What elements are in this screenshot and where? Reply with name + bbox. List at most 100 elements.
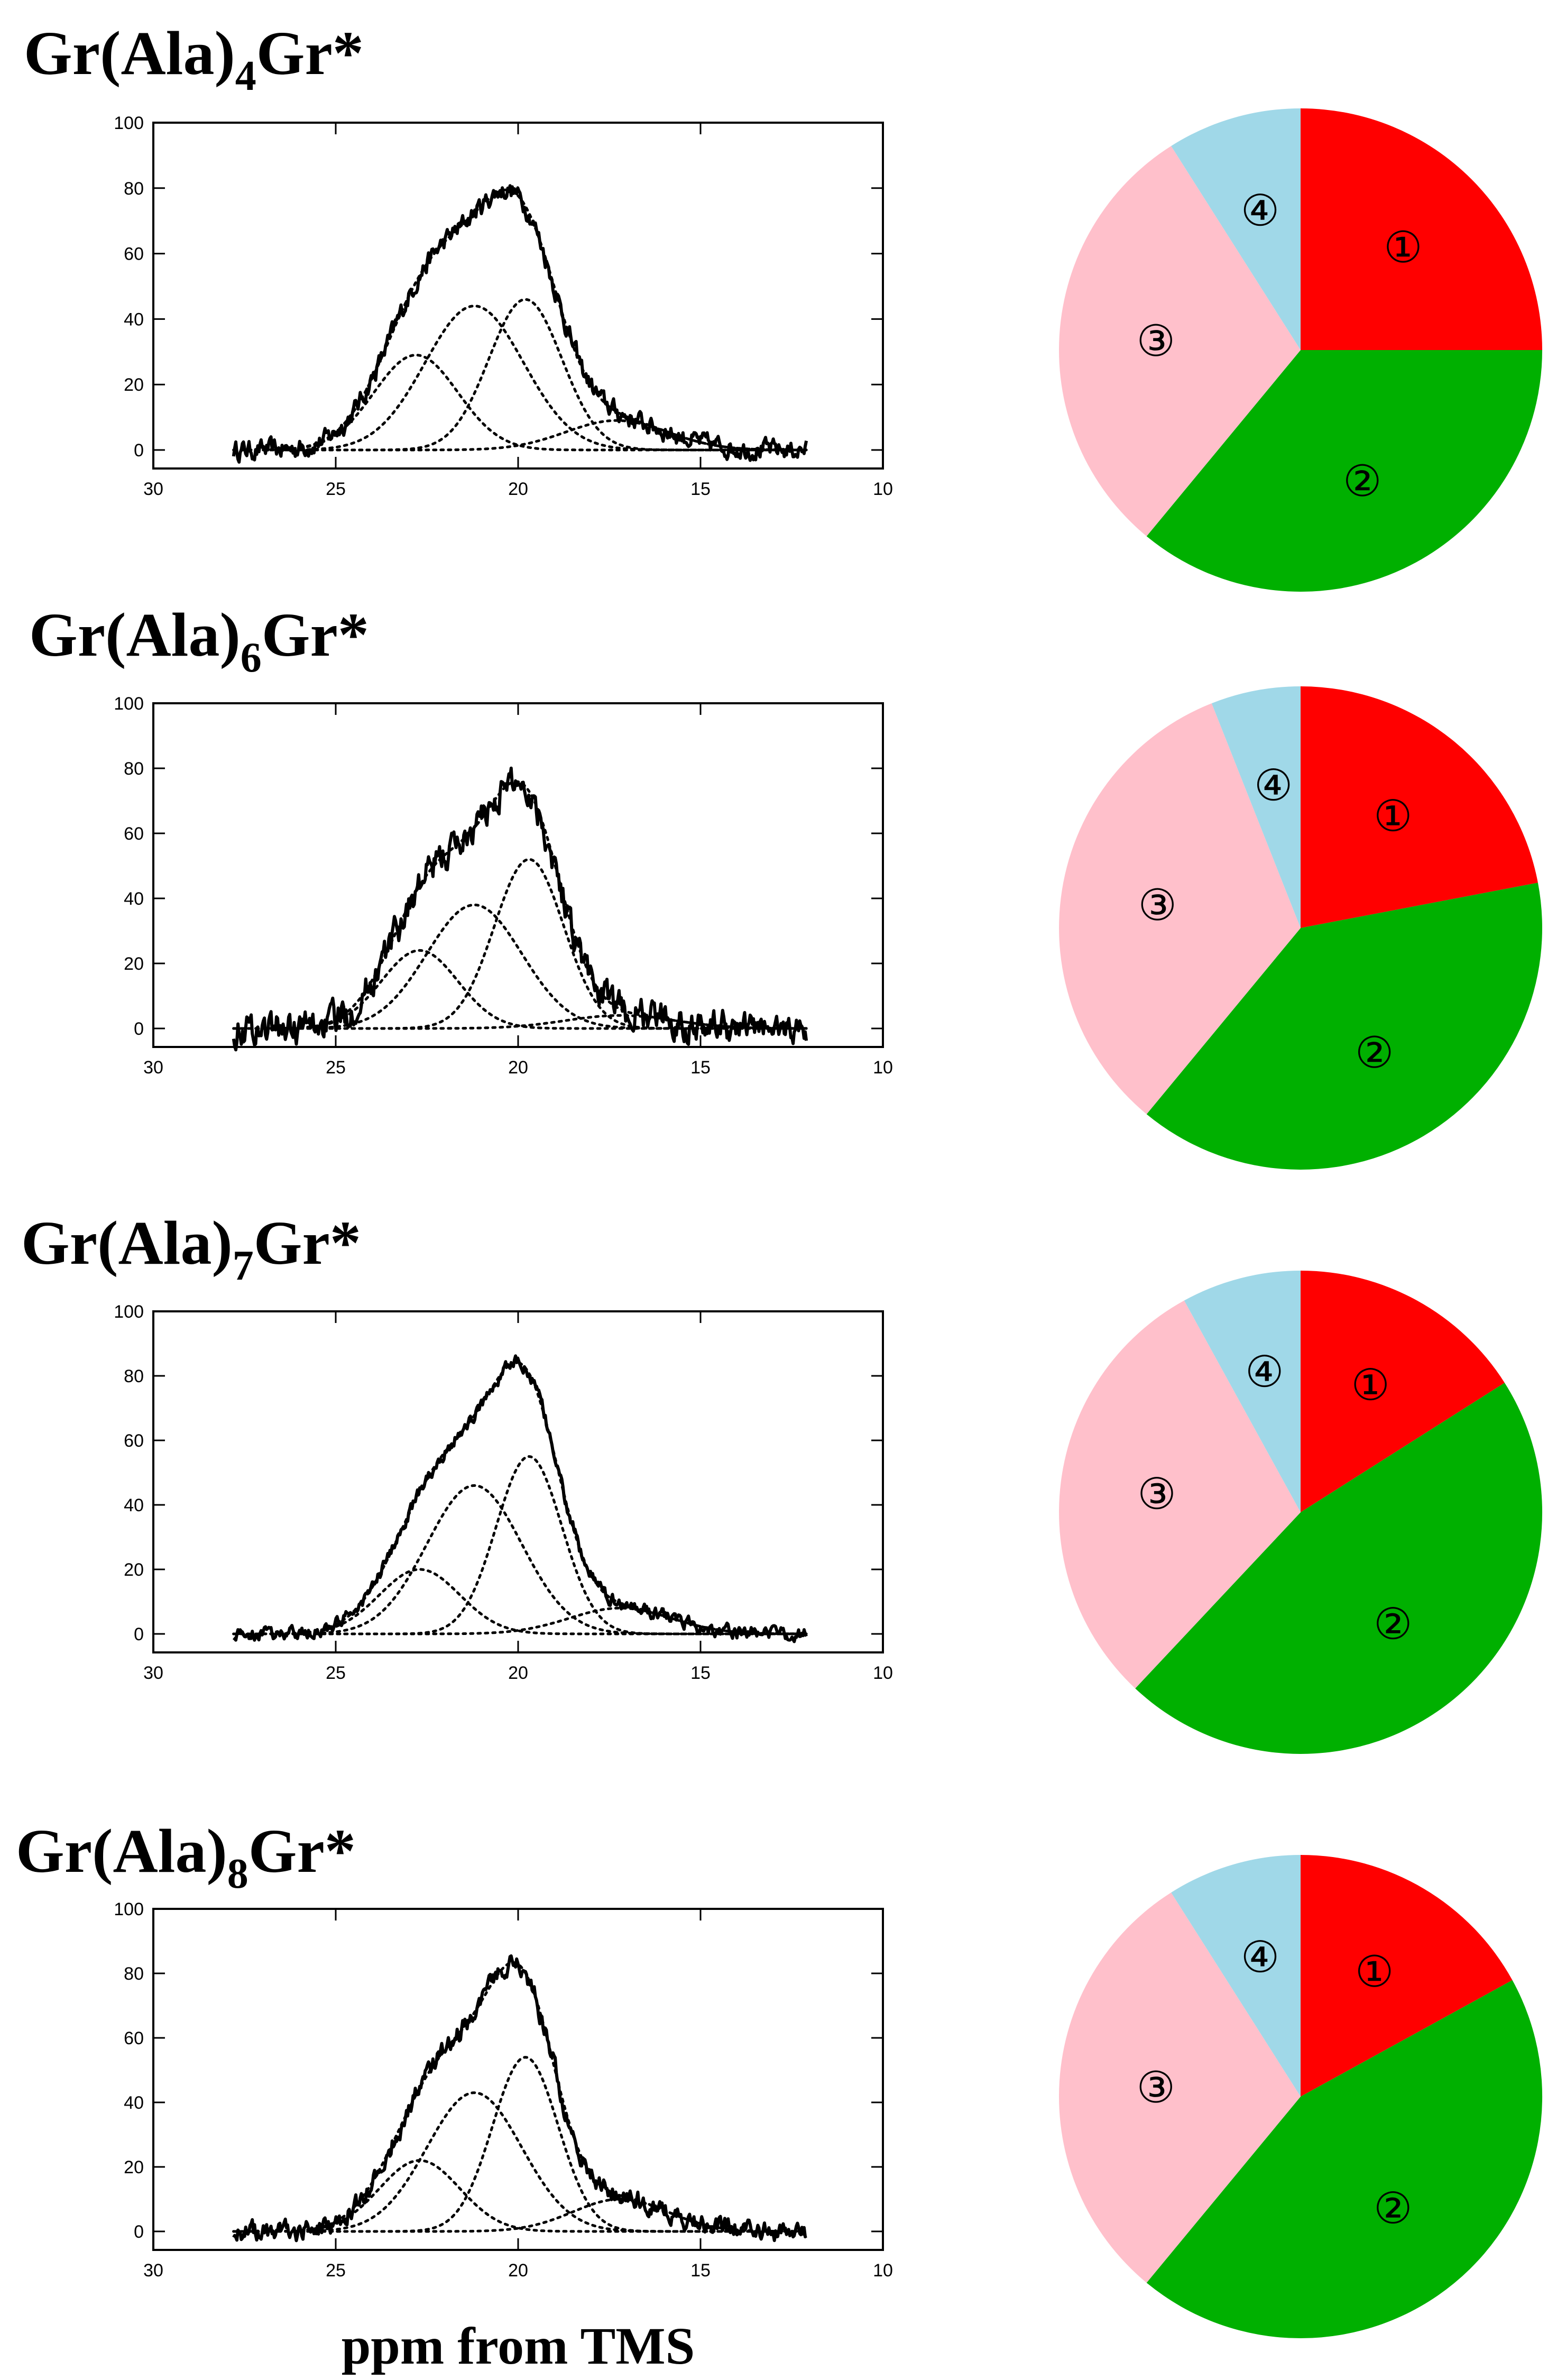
panel-title: Gr(Ala)4Gr* xyxy=(24,19,364,99)
x-tick-label: 20 xyxy=(508,1058,528,1078)
pie-label-3: ③ xyxy=(1137,1469,1176,1520)
pie-label-3: ③ xyxy=(1137,2063,1176,2113)
pie-slice-1 xyxy=(1301,686,1538,928)
chart-panel: Gr(Ala)8Gr* 0 20 40 60 80 100 30 25 20 15 10 ① ② ③ ④ xyxy=(16,1816,1543,2339)
title-subscript: 6 xyxy=(241,635,262,681)
pie-slice-1 xyxy=(1301,108,1542,350)
y-tick-label: 80 xyxy=(124,759,144,779)
y-tick-label: 80 xyxy=(124,179,144,199)
y-tick-label: 80 xyxy=(124,1964,144,1984)
pie-label-4: ④ xyxy=(1245,1347,1284,1397)
title-prefix: Gr(Ala) xyxy=(21,1208,233,1278)
spectrum-line xyxy=(232,184,808,464)
x-tick-label: 10 xyxy=(873,479,893,499)
y-tick-label: 40 xyxy=(124,309,144,329)
y-tick-label: 20 xyxy=(124,1560,144,1580)
pie-label-4: ④ xyxy=(1254,761,1293,811)
y-tick-label: 0 xyxy=(134,440,144,461)
y-tick-label: 20 xyxy=(124,375,144,395)
x-tick-label: 30 xyxy=(143,479,163,499)
y-tick-label: 100 xyxy=(114,113,144,133)
pie-label-4: ④ xyxy=(1241,1933,1280,1983)
y-tick-label: 0 xyxy=(134,2222,144,2242)
y-tick-label: 0 xyxy=(134,1624,144,1644)
spectrum-line xyxy=(232,1354,808,1643)
pie-slice-4 xyxy=(1184,1271,1301,1512)
x-tick-label: 25 xyxy=(326,479,346,499)
pie-slice-2 xyxy=(1135,1383,1543,1754)
y-tick-label: 60 xyxy=(124,2028,144,2048)
y-tick-label: 40 xyxy=(124,1495,144,1515)
x-tick-label: 25 xyxy=(326,2260,346,2281)
x-tick-label: 15 xyxy=(690,2260,711,2281)
pie-slice-1 xyxy=(1301,1271,1505,1512)
pie-label-4: ④ xyxy=(1241,186,1280,236)
x-tick-label: 10 xyxy=(873,1663,893,1683)
y-tick-label: 20 xyxy=(124,2157,144,2177)
x-tick-label: 15 xyxy=(690,1663,711,1683)
title-subscript: 7 xyxy=(233,1243,254,1289)
x-tick-label: 15 xyxy=(690,479,711,499)
fit-peak-4 xyxy=(232,1014,808,1030)
pie-slice-3 xyxy=(1059,1300,1301,1689)
title-subscript: 4 xyxy=(235,53,256,99)
pie-slice-2 xyxy=(1146,350,1542,592)
x-tick-label: 30 xyxy=(143,2260,163,2281)
y-tick-label: 80 xyxy=(124,1366,144,1386)
title-subscript: 8 xyxy=(227,1851,248,1897)
title-prefix: Gr(Ala) xyxy=(29,600,241,669)
y-tick-label: 100 xyxy=(114,694,144,714)
title-suffix: Gr* xyxy=(262,600,369,669)
spectrum-line xyxy=(232,1954,807,2243)
x-tick-label: 25 xyxy=(326,1058,346,1078)
y-tick-label: 0 xyxy=(134,1019,144,1039)
y-tick-label: 100 xyxy=(114,1302,144,1322)
pie-label-2: ② xyxy=(1343,456,1382,507)
title-prefix: Gr(Ala) xyxy=(24,19,235,88)
pie-slice-1 xyxy=(1301,1855,1513,2097)
pie-label-1: ① xyxy=(1384,223,1423,273)
x-tick-label: 10 xyxy=(873,2260,893,2281)
x-tick-label: 30 xyxy=(143,1058,163,1078)
y-tick-label: 20 xyxy=(124,954,144,974)
chart-panel: Gr(Ala)7Gr* 0 20 40 60 80 100 30 25 20 15 10 ① ② ③ ④ xyxy=(21,1208,1543,1754)
x-tick-label: 25 xyxy=(326,1663,346,1683)
x-tick-label: 10 xyxy=(873,1058,893,1078)
pie-slice-2 xyxy=(1146,1980,1543,2339)
y-tick-label: 60 xyxy=(124,244,144,264)
title-suffix: Gr* xyxy=(254,1208,361,1278)
x-tick-label: 20 xyxy=(508,2260,528,2281)
x-tick-label: 20 xyxy=(508,1663,528,1683)
chart-panel: Gr(Ala)4Gr* 0 20 40 60 80 100 30 25 20 15 10 ① ② ③ ④ xyxy=(24,19,1542,592)
pie-label-3: ③ xyxy=(1138,880,1177,931)
title-suffix: Gr* xyxy=(256,19,364,88)
panel-title: Gr(Ala)8Gr* xyxy=(16,1816,356,1897)
pie-label-2: ② xyxy=(1374,2183,1413,2234)
x-tick-label: 20 xyxy=(508,479,528,499)
y-tick-label: 60 xyxy=(124,1431,144,1451)
pie-slice-4 xyxy=(1211,686,1301,928)
y-tick-label: 40 xyxy=(124,889,144,909)
x-tick-label: 30 xyxy=(143,1663,163,1683)
y-tick-label: 60 xyxy=(124,824,144,844)
pie-slice-4 xyxy=(1171,108,1301,350)
pie-label-1: ① xyxy=(1374,792,1413,842)
pie-slice-4 xyxy=(1171,1855,1301,2097)
panel-title: Gr(Ala)7Gr* xyxy=(21,1208,361,1289)
spectrum-line xyxy=(232,766,808,1052)
pie-label-1: ① xyxy=(1351,1361,1390,1411)
pie-slice-3 xyxy=(1059,703,1301,1115)
pie-label-3: ③ xyxy=(1137,316,1176,366)
pie-slice-2 xyxy=(1146,883,1542,1170)
y-tick-label: 40 xyxy=(124,2093,144,2113)
chart-panel: Gr(Ala)6Gr* 0 20 40 60 80 100 30 25 20 15 10 ① ② ③ ④ xyxy=(29,600,1542,1170)
pie-label-2: ② xyxy=(1355,1028,1394,1078)
pie-label-1: ① xyxy=(1355,1947,1394,1997)
title-suffix: Gr* xyxy=(248,1816,356,1886)
fit-peak-2 xyxy=(232,305,808,452)
x-tick-label: 15 xyxy=(690,1058,711,1078)
pie-label-2: ② xyxy=(1374,1599,1413,1649)
pie-slice-3 xyxy=(1058,1892,1301,2283)
title-prefix: Gr(Ala) xyxy=(16,1816,227,1886)
